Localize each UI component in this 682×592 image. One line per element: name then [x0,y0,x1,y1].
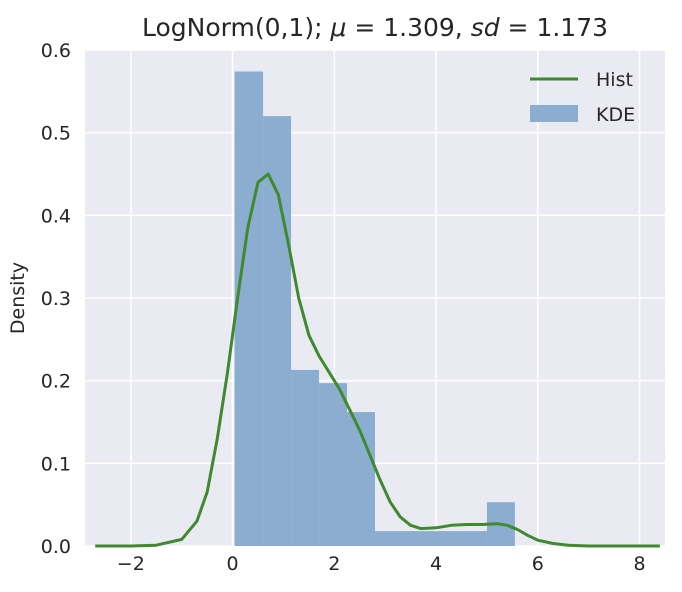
title-mu-symbol: μ [329,13,346,42]
title-prefix: LogNorm(0,1); [142,13,330,42]
hist-bar [319,383,348,546]
title-mu-value: = 1.309, [354,13,470,42]
legend: Hist KDE [530,69,635,126]
x-tick-label: 4 [430,553,442,575]
y-tick-label: 0.2 [41,371,71,393]
x-tick-labels: −2 0 2 4 6 8 [117,553,646,575]
title-sd-value: = 1.173 [508,13,608,42]
x-tick-label: 0 [226,553,238,575]
histogram-bars [234,71,515,546]
y-tick-labels: 0.0 0.1 0.2 0.3 0.4 0.5 0.6 [41,40,71,558]
hist-bar [458,531,487,546]
legend-kde-swatch [530,105,578,122]
y-tick-label: 0.5 [41,123,71,145]
x-tick-label: 8 [634,553,646,575]
x-tick-label: −2 [117,553,145,575]
legend-kde-label: KDE [596,104,635,126]
y-tick-label: 0.0 [41,536,71,558]
title-sd-symbol: sd [471,13,500,42]
y-tick-label: 0.6 [41,40,71,62]
hist-bar [375,531,403,546]
x-tick-label: 2 [328,553,340,575]
hist-bar [430,531,459,546]
y-tick-label: 0.1 [41,453,71,475]
x-tick-label: 6 [532,553,544,575]
grid-layer [85,49,665,547]
y-tick-label: 0.4 [41,205,71,227]
hist-bar [234,71,264,546]
legend-hist-label: Hist [596,69,633,91]
kde-curve [95,172,660,548]
hist-bar [291,369,320,546]
hist-bar [402,531,431,546]
y-tick-label: 0.3 [41,288,71,310]
hist-bar [263,116,292,546]
y-axis-label: Density [7,262,29,334]
chart-title: LogNorm(0,1); μ = 1.309, sd = 1.173 [142,13,608,42]
